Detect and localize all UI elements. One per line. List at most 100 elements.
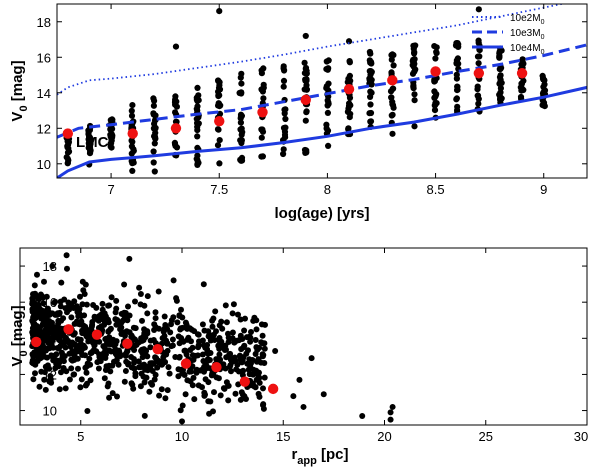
median-point [180, 358, 192, 369]
data-point [74, 309, 81, 315]
data-point [216, 322, 223, 329]
data-point [139, 349, 146, 356]
panel2-median-points [31, 324, 279, 395]
data-point [152, 135, 159, 142]
model-line-dotted [57, 4, 566, 96]
data-point [30, 314, 37, 321]
data-point [216, 8, 223, 15]
data-point [235, 311, 241, 318]
panel-radius-magnitude: 5 10 15 20 25 30 10 12 14 16 18 rapp [pc] V0 [mag… [9, 247, 588, 467]
data-point [128, 380, 135, 387]
data-point [112, 309, 119, 316]
data-point [262, 321, 268, 328]
x-tick-label: 8.5 [427, 182, 445, 197]
data-point [78, 318, 85, 325]
data-point [114, 393, 120, 400]
data-point [368, 69, 375, 76]
data-point [260, 95, 267, 102]
data-point [144, 367, 151, 374]
data-point [453, 75, 460, 82]
data-point [226, 351, 233, 358]
data-point [121, 331, 128, 338]
data-point [225, 397, 232, 404]
data-point [199, 321, 206, 328]
data-point [258, 339, 265, 346]
data-point [151, 321, 158, 328]
x-tick-label: 5 [77, 429, 84, 444]
data-point [290, 393, 297, 400]
data-point [84, 408, 91, 414]
median-point [257, 107, 268, 118]
data-point [58, 279, 65, 286]
data-point [77, 384, 84, 391]
data-point [50, 357, 57, 364]
data-point [301, 86, 308, 93]
data-point [105, 380, 112, 387]
data-point [232, 390, 239, 397]
data-point [179, 314, 186, 321]
data-point [216, 351, 223, 358]
data-point [151, 140, 158, 147]
data-point [248, 329, 254, 335]
data-point [173, 98, 180, 105]
data-point [141, 330, 148, 337]
data-point [84, 360, 91, 367]
data-point [133, 342, 140, 349]
data-point [215, 102, 222, 109]
data-point [109, 116, 116, 123]
data-point [152, 371, 159, 378]
panel2-x-ticks: 5 10 15 20 25 30 [77, 248, 588, 444]
data-point [46, 318, 53, 324]
data-point [150, 148, 157, 155]
data-point [129, 102, 136, 109]
median-point [516, 68, 528, 79]
panel1-y-axis-label: V0 [mag] [9, 60, 30, 121]
data-point [178, 306, 184, 313]
data-point [32, 301, 39, 308]
data-point [30, 376, 37, 383]
data-point [86, 355, 93, 362]
data-point [301, 59, 308, 66]
data-point [122, 368, 129, 374]
data-point [389, 111, 396, 118]
data-point [83, 369, 90, 376]
data-point [29, 357, 36, 364]
data-point [158, 386, 165, 393]
data-point [169, 336, 176, 343]
data-point [191, 396, 198, 403]
data-point [229, 310, 236, 317]
data-point [113, 338, 120, 345]
data-point [237, 316, 244, 323]
data-point [211, 337, 218, 343]
data-point [151, 376, 158, 383]
data-point [212, 308, 219, 315]
y-tick-label: 16 [43, 295, 57, 310]
median-point [91, 329, 103, 340]
data-point [121, 378, 128, 385]
median-point [473, 68, 485, 79]
data-point [79, 330, 86, 337]
data-point [366, 75, 373, 82]
data-point [99, 312, 106, 319]
median-point [267, 383, 279, 395]
data-point [71, 356, 78, 363]
data-point [35, 308, 42, 315]
data-point [136, 284, 143, 291]
data-point [152, 315, 159, 322]
data-point [213, 356, 220, 363]
data-point [280, 146, 287, 153]
data-point [91, 339, 98, 346]
data-point [215, 126, 222, 133]
data-point [46, 311, 53, 318]
data-point [186, 368, 193, 375]
data-point [100, 350, 107, 357]
data-point [79, 352, 86, 358]
data-point [225, 339, 232, 345]
data-point [177, 326, 184, 333]
data-point [101, 321, 108, 328]
data-point [128, 123, 135, 130]
data-point [60, 315, 67, 322]
data-point [184, 336, 191, 343]
data-point [78, 312, 85, 319]
data-point [107, 125, 114, 132]
